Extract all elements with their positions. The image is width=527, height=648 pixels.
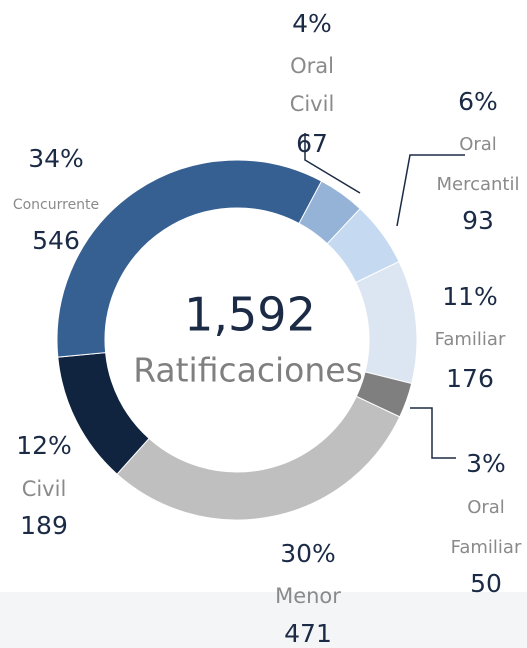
- value-label: 67: [296, 129, 328, 158]
- category-label: Civil: [22, 477, 67, 501]
- category-label: Familiar: [435, 329, 506, 350]
- value-label: 50: [470, 569, 502, 598]
- percent-label: 4%: [292, 9, 332, 38]
- value-label: 471: [284, 619, 332, 648]
- percent-label: 11%: [442, 282, 498, 311]
- category-label: Menor: [275, 584, 341, 608]
- center-value: 1,592: [184, 288, 316, 342]
- category-label: Mercantil: [436, 174, 519, 195]
- leader-line: [304, 133, 361, 194]
- footer-band: [0, 592, 527, 648]
- donut-segment: [355, 260, 418, 385]
- percent-label: 30%: [280, 539, 336, 568]
- leader-line: [410, 407, 456, 459]
- donut-segment: [56, 159, 323, 358]
- percent-label: 6%: [458, 87, 498, 116]
- value-label: 546: [32, 226, 80, 255]
- category-label: Oral: [459, 134, 497, 155]
- value-label: 93: [462, 206, 494, 235]
- category-label: Civil: [290, 92, 335, 116]
- percent-label: 3%: [466, 449, 506, 478]
- category-label: Oral: [467, 497, 505, 518]
- donut-segment: [116, 395, 401, 521]
- percent-label: 34%: [28, 144, 84, 173]
- value-label: 176: [446, 364, 494, 393]
- center-label: Ratificaciones: [133, 351, 363, 390]
- value-label: 189: [20, 511, 68, 540]
- category-label: Familiar: [451, 537, 522, 558]
- leader-line: [396, 154, 465, 227]
- category-label: Concurrente: [13, 197, 99, 213]
- category-label: Oral: [290, 54, 334, 78]
- percent-label: 12%: [16, 431, 72, 460]
